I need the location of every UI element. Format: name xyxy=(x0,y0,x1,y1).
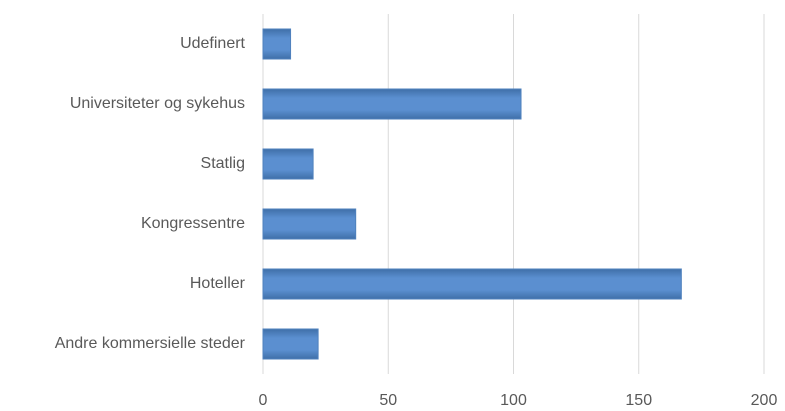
y-tick-label: Statlig xyxy=(201,155,245,172)
y-tick-label: Universiteter og sykehus xyxy=(70,95,245,112)
bar xyxy=(262,268,682,300)
y-tick-label: Udefinert xyxy=(180,35,245,52)
bar xyxy=(262,328,319,360)
x-tick-label: 0 xyxy=(259,392,268,409)
bar xyxy=(262,208,357,240)
x-tick-label: 150 xyxy=(625,392,652,409)
bar xyxy=(262,148,314,180)
y-tick-label: Andre kommersielle steder xyxy=(55,335,246,352)
x-tick-label: 50 xyxy=(379,392,397,409)
y-tick-label: Hoteller xyxy=(190,275,246,292)
bar xyxy=(262,28,292,60)
y-tick-label: Kongressentre xyxy=(141,215,245,232)
bar xyxy=(262,88,522,120)
x-tick-label: 200 xyxy=(751,392,778,409)
x-tick-label: 100 xyxy=(500,392,527,409)
